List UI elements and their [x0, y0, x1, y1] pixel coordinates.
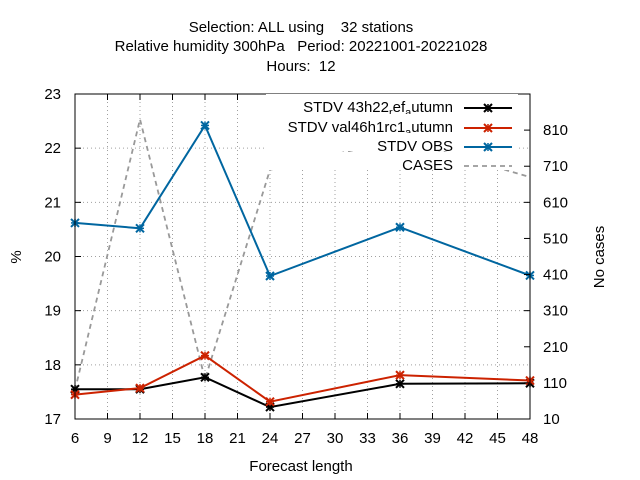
x-tick-label: 21 [229, 430, 246, 447]
data-point [201, 352, 209, 360]
legend-label: CASES [402, 157, 453, 174]
y2-tick-label: 610 [543, 194, 568, 211]
x-tick-label: 48 [522, 430, 539, 447]
y-tick-label: 17 [44, 411, 61, 428]
data-point [266, 272, 274, 280]
data-point [396, 371, 404, 379]
y2-tick-label: 810 [543, 122, 568, 139]
x-tick-label: 39 [424, 430, 441, 447]
y2-tick-label: 10 [543, 411, 560, 428]
chart-title: Selection: ALL using 32 stations Relative… [115, 19, 488, 75]
x-axis-label: Forecast length [249, 458, 352, 475]
x-tick-label: 45 [489, 430, 506, 447]
data-point [201, 373, 209, 381]
legend-entry: CASES [266, 152, 518, 174]
x-tick-label: 12 [132, 430, 149, 447]
y-tick-label: 21 [44, 194, 61, 211]
y2-tick-label: 110 [543, 375, 567, 392]
data-point [396, 380, 404, 388]
y-tick-label: 23 [44, 86, 61, 103]
y2-tick-label: 310 [543, 303, 568, 320]
x-tick-label: 18 [197, 430, 214, 447]
x-tick-label: 9 [103, 430, 111, 447]
data-point [266, 398, 274, 406]
legend-marker [484, 124, 492, 132]
chart-title-line: Selection: ALL using 32 stations [189, 19, 414, 36]
y2-tick-label: 410 [543, 267, 568, 284]
legend-entry: STDV OBS [266, 133, 518, 155]
chart-title-line: Hours: 12 [266, 58, 335, 75]
y-axis-label: % [8, 250, 25, 263]
data-point [396, 223, 404, 231]
chart-title-line: Relative humidity 300hPa Period: 2022100… [115, 38, 488, 55]
x-tick-label: 24 [262, 430, 279, 447]
x-tick-label: 30 [327, 430, 344, 447]
y-tick-label: 22 [44, 140, 61, 157]
y-tick-label: 19 [44, 303, 61, 320]
legend-marker [484, 104, 492, 112]
x-tick-label: 15 [164, 430, 181, 447]
data-point [201, 121, 209, 129]
x-tick-label: 6 [71, 430, 79, 447]
x-tick-label: 33 [359, 430, 376, 447]
y-tick-label: 18 [44, 357, 61, 374]
y2-tick-label: 210 [543, 339, 568, 356]
y2-tick-label: 710 [543, 158, 568, 175]
y2-axis-label: No cases [591, 226, 608, 289]
x-tick-label: 36 [392, 430, 409, 447]
x-tick-label: 27 [294, 430, 311, 447]
x-tick-label: 42 [457, 430, 474, 447]
legend-marker [484, 143, 492, 151]
data-point [136, 224, 144, 232]
y2-tick-label: 510 [543, 230, 568, 247]
y-tick-label: 20 [44, 249, 61, 266]
data-point [136, 384, 144, 392]
